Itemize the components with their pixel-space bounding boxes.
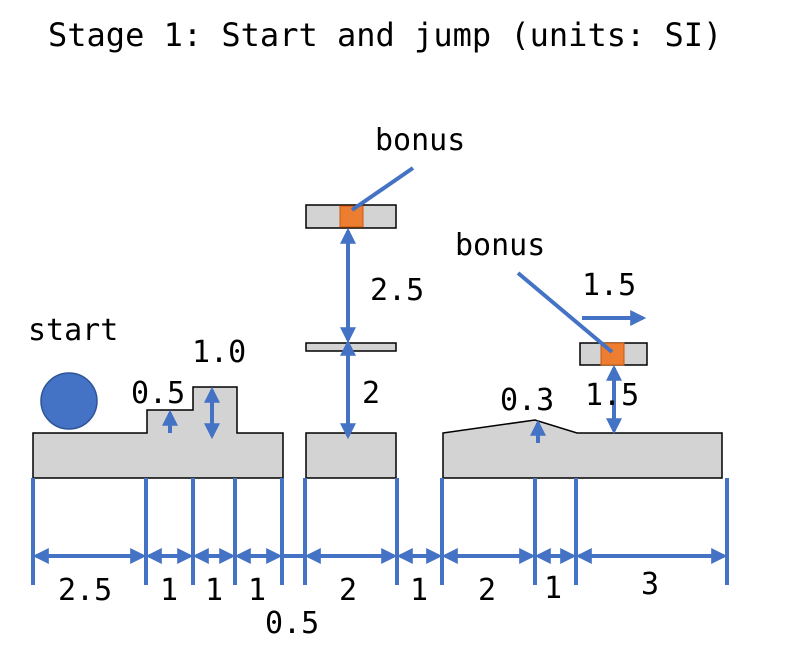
bonus-label-right: bonus bbox=[455, 228, 545, 263]
right-platform-width-label: 1.5 bbox=[582, 268, 636, 303]
step-low-label: 0.5 bbox=[131, 376, 185, 411]
right-platform-height-label: 1.5 bbox=[585, 378, 639, 413]
page-title: Stage 1: Start and jump (units: SI) bbox=[48, 16, 722, 54]
floating-platform-middle bbox=[305, 342, 397, 352]
bonus-block-top bbox=[339, 205, 364, 228]
width-label: 1 bbox=[544, 571, 562, 606]
width-label: 2 bbox=[339, 573, 357, 608]
player-ball bbox=[40, 372, 98, 430]
ground-middle-segment bbox=[305, 432, 397, 479]
width-label: 1 bbox=[205, 573, 223, 608]
ground-ramp-segment bbox=[442, 419, 723, 479]
lower-gap-label: 2 bbox=[362, 376, 380, 411]
width-label: 1 bbox=[160, 573, 178, 608]
step-high-label: 1.0 bbox=[192, 335, 246, 370]
width-label: 0.5 bbox=[265, 606, 319, 641]
bonus-top-callout bbox=[350, 166, 415, 212]
ramp-height-label: 0.3 bbox=[500, 383, 554, 418]
bonus-label-top: bonus bbox=[375, 123, 465, 158]
start-label: start bbox=[28, 313, 118, 348]
width-label: 1 bbox=[248, 573, 266, 608]
width-label: 1 bbox=[410, 573, 428, 608]
ground-start-segment bbox=[32, 386, 284, 479]
width-label: 2 bbox=[478, 573, 496, 608]
bonus-right-callout bbox=[516, 271, 614, 354]
upper-gap-label: 2.5 bbox=[370, 273, 424, 308]
width-label: 3 bbox=[641, 567, 659, 602]
width-label: 2.5 bbox=[58, 573, 112, 608]
